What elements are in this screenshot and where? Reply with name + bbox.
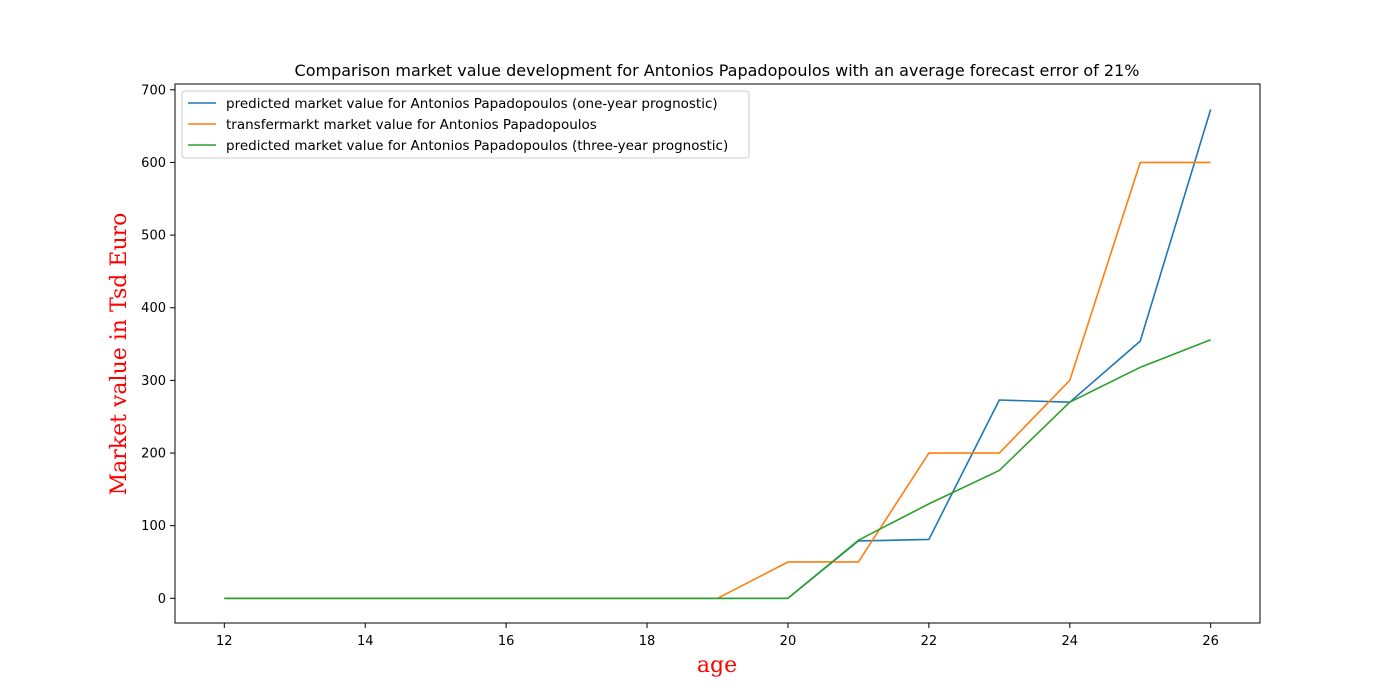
y-axis: 0 100 200 300 400 500 600 700 (141, 83, 175, 607)
x-tick-label: 22 (921, 634, 938, 649)
series-line-3 (224, 338, 1211, 600)
y-tick-label: 600 (141, 156, 166, 171)
legend-entry-1: predicted market value for Antonios Papa… (226, 96, 718, 112)
y-tick-label: 400 (141, 301, 166, 316)
x-tick-label: 20 (780, 634, 797, 649)
y-tick-label: 500 (141, 229, 166, 244)
x-tick-label: 12 (216, 634, 233, 649)
y-tick-label: 100 (141, 519, 166, 534)
legend-entry-2: transfermarkt market value for Antonios … (226, 117, 597, 133)
x-axis: 12 14 16 18 20 22 24 26 (216, 623, 1219, 649)
y-tick-label: 700 (141, 83, 166, 98)
x-tick-label: 14 (357, 634, 374, 649)
x-axis-label: age (697, 653, 737, 678)
x-tick-label: 18 (639, 634, 656, 649)
legend-entry-3: predicted market value for Antonios Papa… (226, 138, 728, 154)
legend: predicted market value for Antonios Papa… (181, 90, 750, 159)
legend-box (181, 90, 750, 159)
series-layer (224, 109, 1212, 600)
chart-title: Comparison market value development for … (295, 61, 1140, 80)
y-tick-label: 200 (141, 447, 166, 462)
axes-frame (174, 83, 1261, 624)
plot-area: 12 14 16 18 20 22 24 26 0 100 200 300 400 500 600 700 (141, 83, 1261, 649)
x-tick-label: 26 (1202, 634, 1219, 649)
y-axis-label: Market value in Tsd Euro (107, 213, 132, 496)
y-tick-label: 0 (158, 592, 166, 607)
x-tick-label: 24 (1061, 634, 1078, 649)
y-tick-label: 300 (141, 374, 166, 389)
x-tick-label: 16 (498, 634, 515, 649)
